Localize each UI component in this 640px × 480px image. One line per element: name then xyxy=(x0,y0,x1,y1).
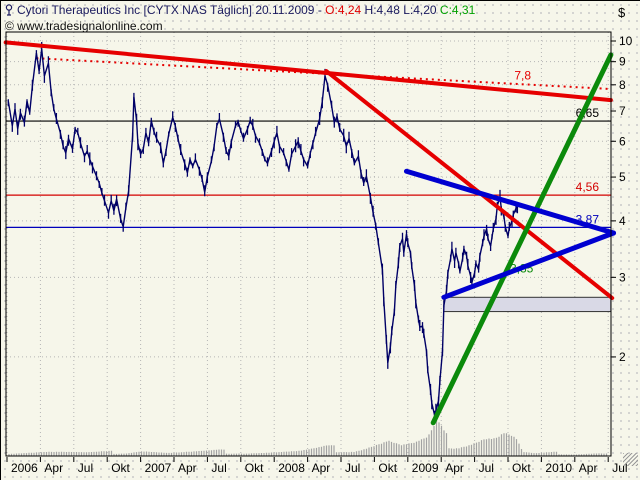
time-axis-label: Apr xyxy=(44,461,63,475)
time-axis-label: Okt xyxy=(111,461,130,475)
time-axis-label: Jul xyxy=(345,461,360,475)
trendline-uptrend-green xyxy=(430,52,614,426)
time-axis-label: 2009 xyxy=(412,461,439,475)
time-axis-label: 2008 xyxy=(278,461,305,475)
time-axis-label: Okt xyxy=(245,461,264,475)
price-axis-label: 4 xyxy=(619,214,626,228)
time-axis-label: Apr xyxy=(445,461,464,475)
high-low-values: H:4,48 L:4,20 xyxy=(361,3,440,17)
trendline-triangle-upper xyxy=(403,168,617,236)
time-axis-label: 2010 xyxy=(545,461,572,475)
time-axis-label: Okt xyxy=(378,461,397,475)
support-zone-box xyxy=(443,296,612,313)
time-axis-label: Okt xyxy=(512,461,531,475)
price-axis-label: 9 xyxy=(619,55,626,69)
time-axis-label: Jul xyxy=(479,461,494,475)
currency-symbol: $ xyxy=(618,5,626,20)
copyright-watermark: © www.tradesignalonline.com xyxy=(5,19,163,33)
price-axis-label: 5 xyxy=(619,170,626,184)
volume-bars xyxy=(8,420,608,456)
price-series xyxy=(7,48,518,418)
time-axis-label: Jul xyxy=(78,461,93,475)
dotted-line-label: 7,8 xyxy=(514,69,531,83)
title-bar: Cytori Therapeutics Inc [CYTX NAS Täglic… xyxy=(4,3,475,18)
time-axis-label: 2007 xyxy=(145,461,172,475)
price-axis-label: 2 xyxy=(619,350,626,364)
open-value: O:4,24 xyxy=(325,3,362,17)
time-axis-label: Apr xyxy=(579,461,598,475)
trendline-downtrend-steep xyxy=(324,69,615,301)
resize-grip[interactable] xyxy=(623,453,638,466)
trendline-triangle-lower xyxy=(441,230,617,300)
price-axis-label: 7 xyxy=(619,104,626,118)
chart-pin-icon xyxy=(4,4,14,19)
level-label: 4,56 xyxy=(576,180,600,194)
price-axis-label: 3 xyxy=(619,270,626,284)
instrument-title: Cytori Therapeutics Inc [CYTX NAS Täglic… xyxy=(17,3,326,17)
time-axis-label: 2006 xyxy=(11,461,38,475)
close-value: C:4,31 xyxy=(439,3,476,17)
price-axis-label: 10 xyxy=(619,34,633,48)
price-axis-label: 8 xyxy=(619,78,626,92)
trendline-downtrend-major xyxy=(3,40,613,103)
time-axis-label: Jul xyxy=(211,461,226,475)
time-axis-label: Apr xyxy=(312,461,331,475)
plot-border xyxy=(5,31,612,457)
price-axis-label: 6 xyxy=(619,134,626,148)
time-axis-label: Apr xyxy=(178,461,197,475)
